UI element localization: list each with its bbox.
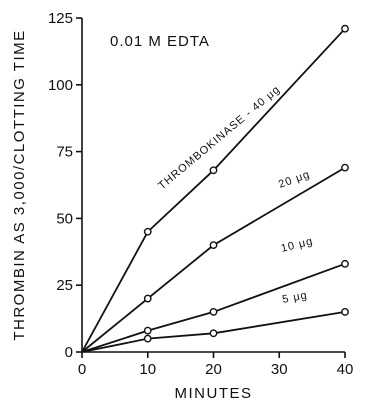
data-point: [143, 294, 152, 303]
y-tick-label: 100: [48, 77, 73, 94]
data-point: [143, 227, 152, 236]
series-line-2: [81, 262, 346, 353]
x-tick-label: 20: [205, 361, 222, 378]
data-point: [341, 308, 349, 316]
x-tick-label: 10: [139, 361, 156, 378]
series-line-3: [81, 311, 346, 353]
series-line-0: [81, 28, 346, 353]
series-line-1: [81, 166, 346, 353]
y-tick-label: 25: [56, 277, 73, 294]
x-tick-label: 30: [271, 361, 288, 378]
chart-title: 0.01 M EDTA: [110, 33, 210, 50]
y-tick-label: 0: [65, 344, 73, 361]
y-tick-label: 125: [48, 10, 73, 27]
x-tick-label: 40: [337, 361, 354, 378]
data-point: [341, 259, 349, 268]
series-label-2: 10 μg: [280, 235, 315, 255]
data-point: [341, 24, 349, 33]
axes: 0 25 50 75 100 125 0 10 20 30 40: [48, 10, 353, 378]
data-point: [209, 166, 218, 175]
y-tick-label: 75: [56, 144, 73, 161]
series-label-3: 5 μg: [281, 289, 308, 306]
data-point: [209, 241, 218, 250]
series-label-0: THROMBOKINASE - 40 μg: [156, 83, 283, 192]
x-tick-label: 0: [78, 361, 86, 378]
data-point: [341, 163, 349, 172]
data-point: [143, 334, 152, 343]
y-axis-title: THROMBIN AS 3,000/CLOTTING TIME: [11, 29, 28, 340]
series-label-1: 20 μg: [277, 168, 312, 190]
x-axis-title: MINUTES: [175, 385, 253, 402]
data-point: [209, 308, 218, 316]
data-point: [143, 326, 152, 335]
y-tick-label: 50: [56, 210, 73, 227]
data-point: [209, 329, 218, 338]
